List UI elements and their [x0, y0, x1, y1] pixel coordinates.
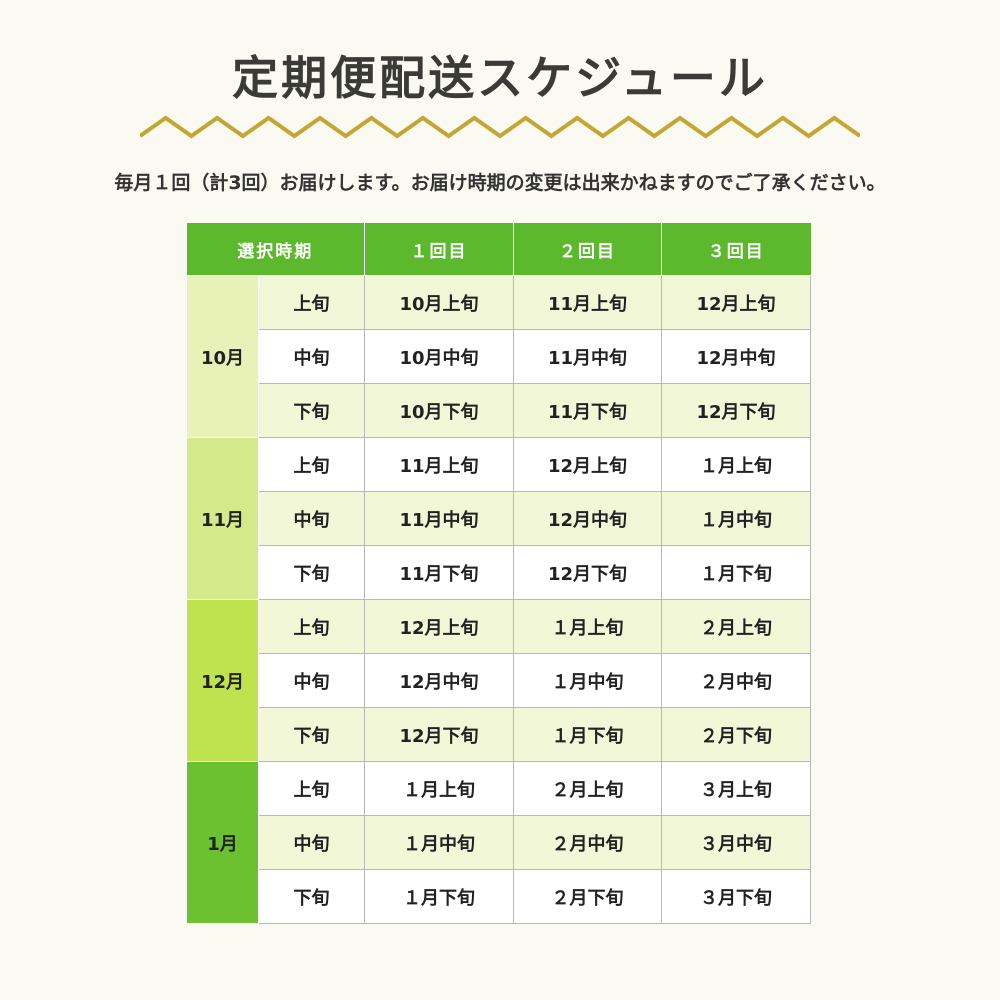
delivery-cell: 10月中旬: [364, 329, 514, 384]
delivery-cell: １月中旬: [513, 653, 662, 708]
delivery-cell: 11月上旬: [513, 275, 662, 330]
delivery-cell: 12月下旬: [661, 383, 811, 438]
delivery-cell: １月下旬: [661, 545, 811, 600]
table-row: 中旬 10月中旬 11月中旬 12月中旬: [187, 329, 811, 384]
delivery-cell: １月中旬: [364, 815, 514, 870]
period-label: 下旬: [258, 545, 365, 600]
delivery-cell: ２月上旬: [661, 599, 811, 654]
delivery-cell: １月上旬: [661, 437, 811, 492]
period-label: 中旬: [258, 815, 365, 870]
header-select-period: 選択時期: [186, 223, 365, 276]
delivery-cell: ３月上旬: [661, 761, 811, 816]
table-header-row: 選択時期 １回目 ２回目 ３回目: [186, 223, 811, 276]
table-row: 下旬 12月下旬 １月下旬 ２月下旬: [187, 707, 811, 762]
delivery-cell: １月上旬: [513, 599, 662, 654]
delivery-cell: 11月中旬: [513, 329, 662, 384]
delivery-cell: 11月中旬: [364, 491, 514, 546]
delivery-cell: １月下旬: [513, 707, 662, 762]
month-label: 11月: [186, 437, 259, 600]
table-row: 下旬 11月下旬 12月下旬 １月下旬: [187, 545, 811, 600]
month-label: 10月: [186, 275, 259, 438]
period-label: 中旬: [258, 329, 365, 384]
delivery-cell: ３月下旬: [661, 869, 811, 924]
month-label: 1月: [186, 761, 259, 924]
table-row: 中旬 11月中旬 12月中旬 １月中旬: [187, 491, 811, 546]
delivery-cell: ２月中旬: [661, 653, 811, 708]
header-second-delivery: ２回目: [513, 223, 662, 276]
delivery-cell: 11月下旬: [513, 383, 662, 438]
delivery-cell: 12月中旬: [661, 329, 811, 384]
page-title: 定期便配送スケジュール: [232, 51, 768, 105]
delivery-cell: １月中旬: [661, 491, 811, 546]
delivery-cell: １月下旬: [364, 869, 514, 924]
delivery-cell: 12月上旬: [364, 599, 514, 654]
delivery-cell: 12月下旬: [513, 545, 662, 600]
schedule-note: 毎月１回（計3回）お届けします。お届け時期の変更は出来かねますのでご了承ください…: [114, 172, 886, 194]
delivery-cell: 10月下旬: [364, 383, 514, 438]
table-row: 12月 上旬 12月上旬 １月上旬 ２月上旬: [186, 599, 811, 762]
delivery-cell: 12月上旬: [661, 275, 811, 330]
delivery-cell: 11月上旬: [364, 437, 514, 492]
table-row: 中旬 １月中旬 ２月中旬 ３月中旬: [187, 815, 811, 870]
table-row: 11月 上旬 11月上旬 12月上旬 １月上旬: [186, 437, 811, 600]
delivery-cell: 10月上旬: [364, 275, 514, 330]
delivery-cell: ２月中旬: [513, 815, 662, 870]
delivery-cell: １月上旬: [364, 761, 514, 816]
delivery-cell: 12月中旬: [364, 653, 514, 708]
period-label: 下旬: [258, 869, 365, 924]
delivery-cell: 12月下旬: [364, 707, 514, 762]
table-row: 下旬 10月下旬 11月下旬 12月下旬: [187, 383, 811, 438]
period-label: 上旬: [258, 599, 365, 654]
table-row: 1月 上旬 １月上旬 ２月上旬 ３月上旬: [186, 761, 811, 924]
period-label: 下旬: [258, 707, 365, 762]
delivery-cell: 12月上旬: [513, 437, 662, 492]
table-row: 下旬 １月下旬 ２月下旬 ３月下旬: [187, 869, 811, 924]
delivery-cell: 11月下旬: [364, 545, 514, 600]
delivery-cell: 12月中旬: [513, 491, 662, 546]
delivery-cell: ３月中旬: [661, 815, 811, 870]
period-label: 下旬: [258, 383, 365, 438]
period-label: 上旬: [258, 761, 365, 816]
table-row: 10月 上旬 10月上旬 11月上旬 12月上旬: [186, 275, 811, 438]
delivery-cell: ２月下旬: [513, 869, 662, 924]
month-label: 12月: [186, 599, 259, 762]
schedule-table: 選択時期 １回目 ２回目 ３回目 10月 上旬 10月上旬 11月上旬 12月上旬 中旬 1…: [186, 223, 811, 924]
period-label: 上旬: [258, 275, 365, 330]
period-label: 中旬: [258, 491, 365, 546]
table-row: 中旬 12月中旬 １月中旬 ２月中旬: [187, 653, 811, 708]
delivery-cell: ２月上旬: [513, 761, 662, 816]
zigzag-divider: [140, 115, 860, 139]
period-label: 中旬: [258, 653, 365, 708]
header-third-delivery: ３回目: [661, 223, 811, 276]
period-label: 上旬: [258, 437, 365, 492]
header-first-delivery: １回目: [364, 223, 514, 276]
delivery-cell: ２月下旬: [661, 707, 811, 762]
